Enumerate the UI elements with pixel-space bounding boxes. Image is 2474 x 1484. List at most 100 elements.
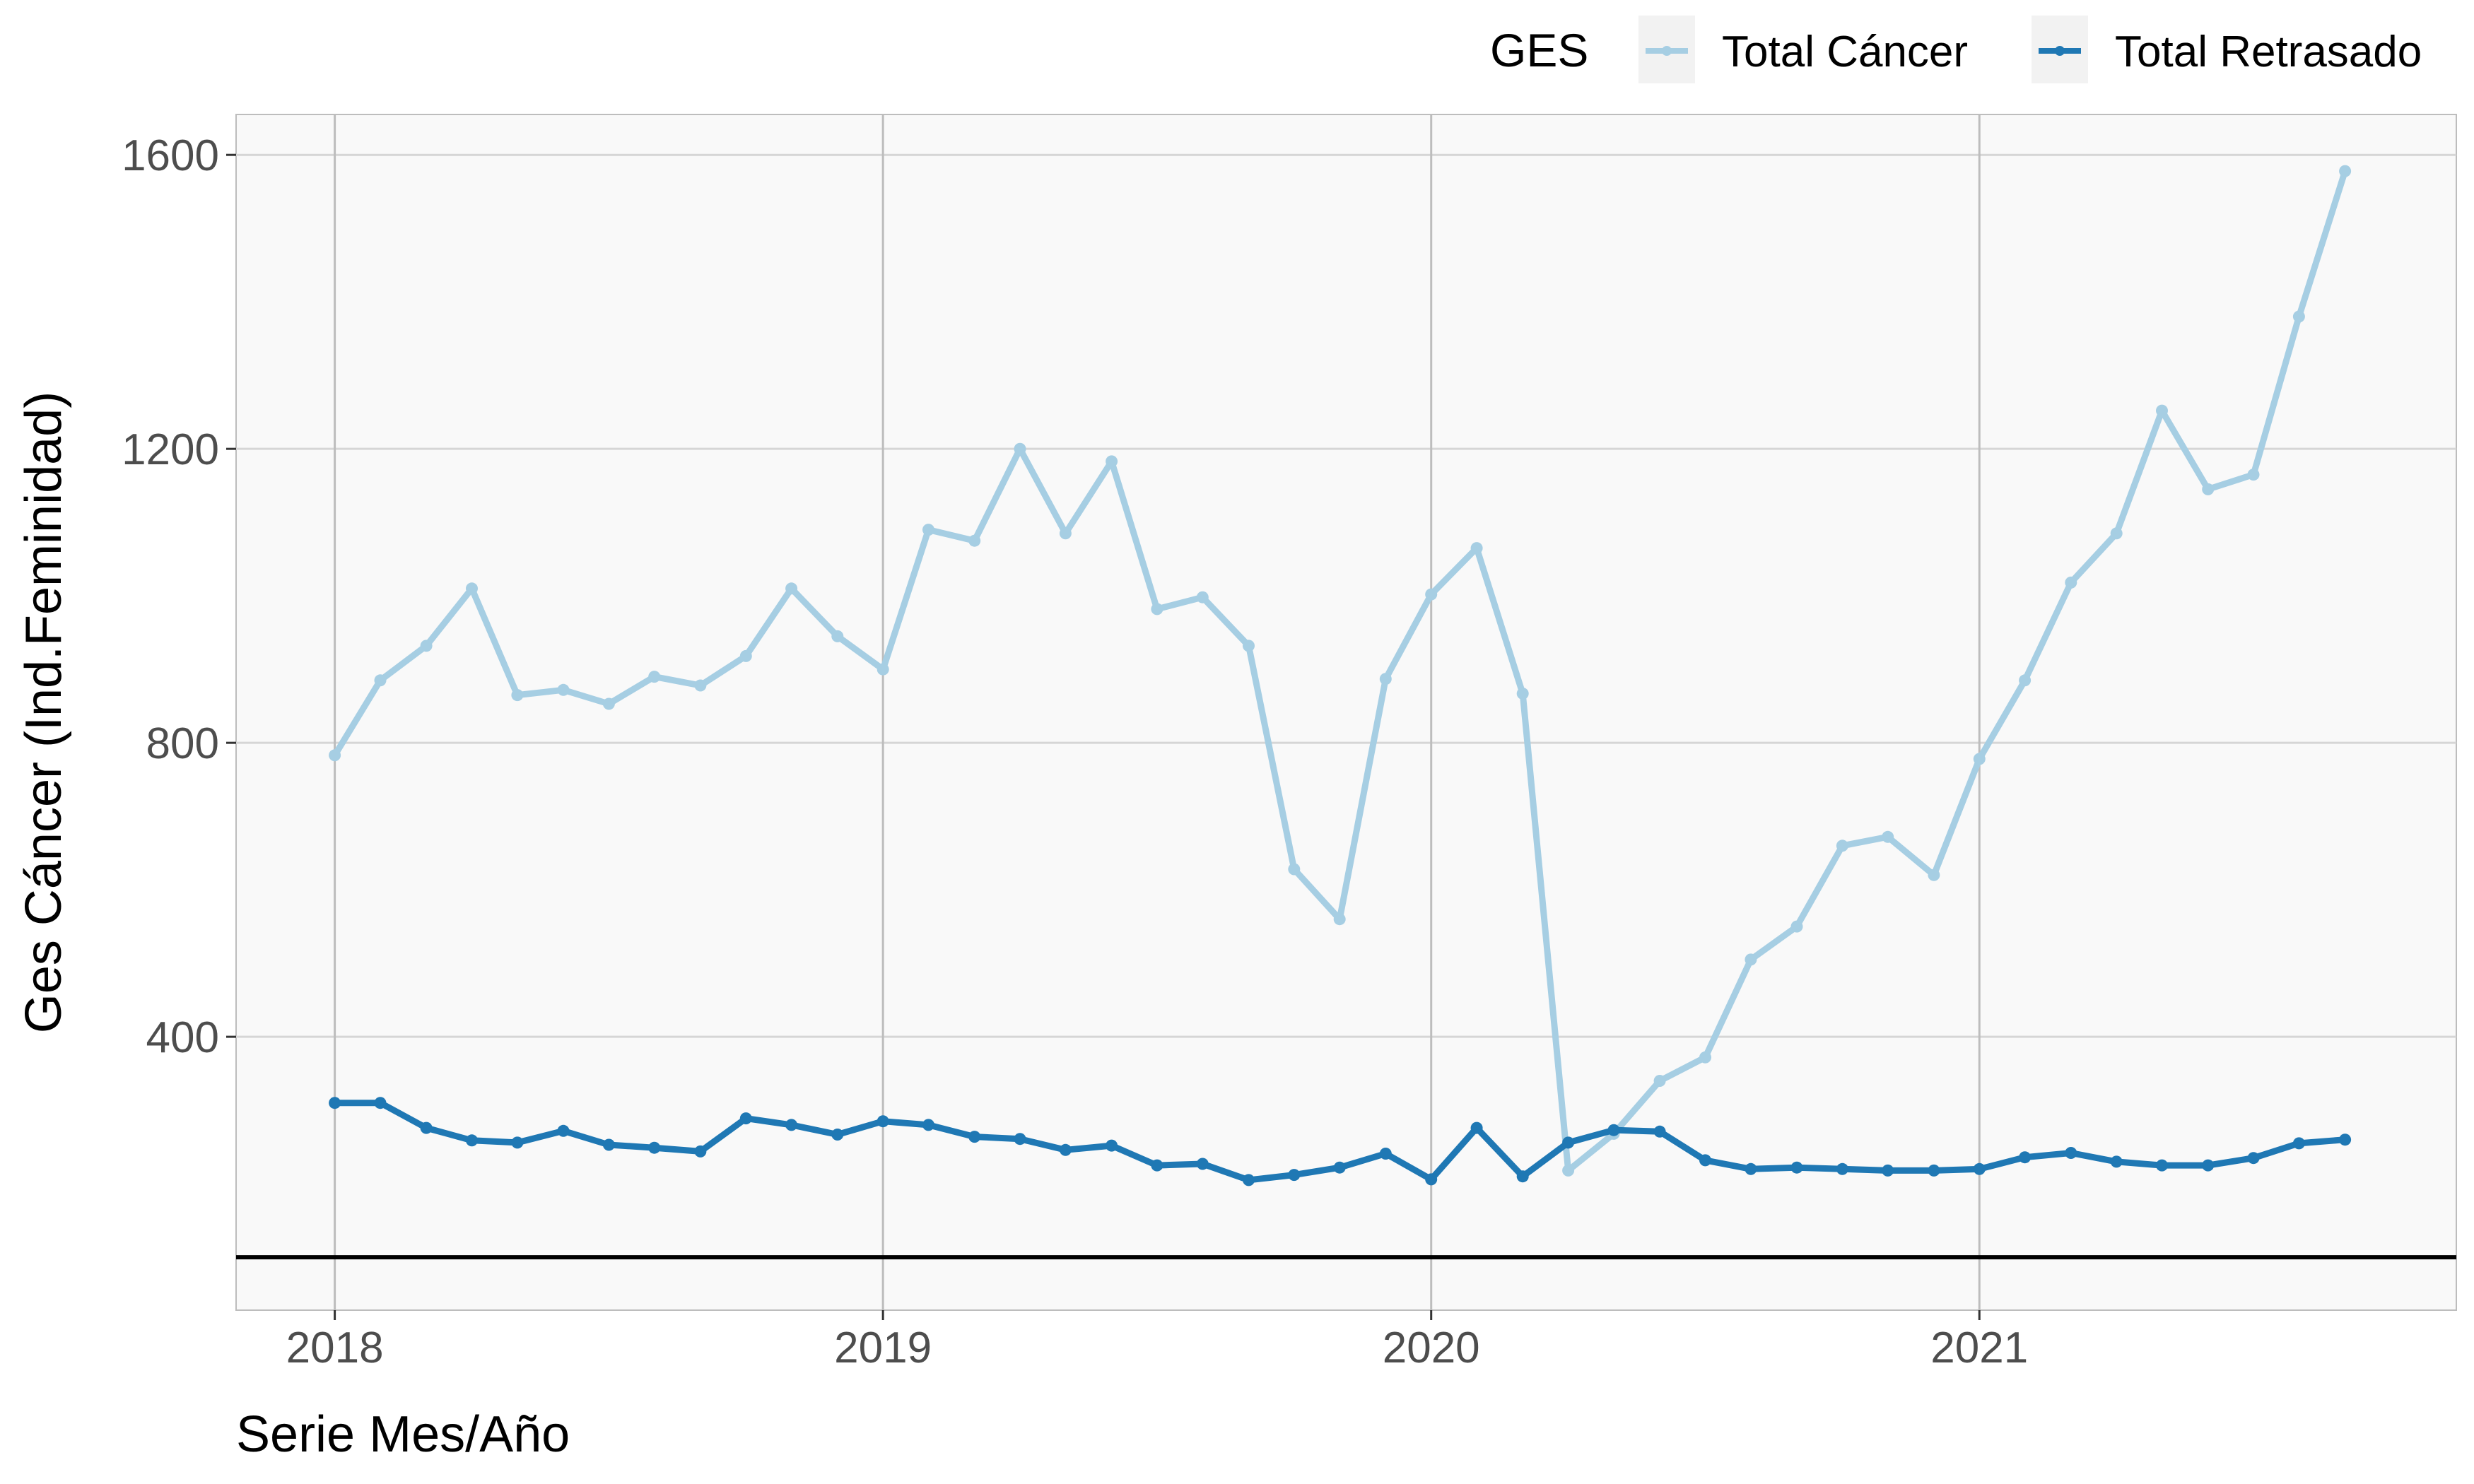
data-point: [1607, 1124, 1620, 1136]
data-point: [1288, 863, 1301, 876]
data-point: [739, 1112, 752, 1125]
data-point: [2019, 674, 2032, 687]
data-point: [1196, 591, 1209, 603]
series-total-retrasado: [329, 1097, 2352, 1186]
data-point: [2339, 165, 2352, 177]
legend-item-total-cancer: Total Cáncer: [1638, 16, 1968, 83]
legend-title: GES: [1490, 24, 1588, 76]
data-point: [648, 1141, 661, 1154]
data-point: [2110, 527, 2123, 540]
data-point: [1243, 1174, 1255, 1186]
data-point: [648, 671, 661, 683]
data-point: [1699, 1154, 1711, 1167]
data-point: [1243, 640, 1255, 652]
series-layer: [329, 165, 2352, 1186]
y-gridlines: [236, 153, 2456, 1038]
data-point: [1059, 1143, 1072, 1156]
data-point: [1653, 1075, 1666, 1087]
x-axis-ticks: 2018 2019 2020 2021: [286, 1310, 2028, 1372]
data-point: [1562, 1136, 1575, 1149]
data-point: [2156, 1159, 2168, 1172]
data-point: [877, 663, 889, 676]
x-tick-label: 2021: [1930, 1324, 2028, 1372]
x-tick-label: 2018: [286, 1324, 384, 1372]
data-point: [1106, 455, 1118, 468]
data-point: [1836, 840, 1848, 852]
data-point: [1470, 542, 1483, 555]
data-point: [831, 1129, 844, 1141]
data-point: [602, 1138, 615, 1151]
data-point: [2156, 404, 2168, 417]
data-point: [785, 582, 798, 595]
data-point: [2292, 310, 2305, 323]
data-point: [2202, 483, 2215, 495]
data-point: [2065, 1147, 2077, 1159]
data-point: [2202, 1159, 2215, 1172]
data-point: [1790, 1161, 1803, 1174]
data-point: [511, 1136, 524, 1149]
data-point: [420, 1121, 433, 1134]
data-point: [2247, 1152, 2260, 1165]
data-point: [1379, 673, 1392, 685]
data-point: [1425, 588, 1438, 601]
y-tick-label: 1600: [122, 131, 219, 180]
data-point: [2110, 1155, 2123, 1168]
legend-key-point: [1662, 46, 1672, 56]
data-point: [1106, 1139, 1118, 1152]
data-point: [2292, 1137, 2305, 1150]
x-tick-label: 2019: [834, 1324, 932, 1372]
data-point: [1790, 920, 1803, 933]
data-point: [1882, 1164, 1894, 1177]
legend: GES Total Cáncer Total Retrasado: [1490, 16, 2422, 83]
data-point: [1562, 1164, 1575, 1177]
data-point: [1470, 1121, 1483, 1134]
data-point: [1928, 868, 1940, 881]
data-point: [831, 630, 844, 642]
data-point: [694, 679, 707, 692]
data-point: [557, 1124, 570, 1137]
data-point: [922, 1119, 934, 1131]
data-point: [968, 1131, 981, 1143]
legend-item-total-retrasado: Total Retrasado: [2032, 16, 2422, 83]
legend-label: Total Cáncer: [1722, 28, 1968, 76]
y-axis-ticks: 400 800 1200 1600: [122, 131, 236, 1062]
data-point: [1151, 603, 1163, 616]
data-point: [1014, 1133, 1026, 1146]
y-tick-label: 1200: [122, 425, 219, 474]
data-point: [329, 749, 341, 762]
data-point: [968, 534, 981, 547]
data-point: [1333, 1161, 1346, 1174]
legend-key-point: [2055, 46, 2065, 56]
data-point: [877, 1115, 889, 1128]
data-point: [1745, 953, 1757, 966]
data-point: [602, 697, 615, 710]
data-point: [1333, 913, 1346, 926]
data-point: [1516, 1170, 1529, 1183]
x-tick-label: 2020: [1383, 1324, 1480, 1372]
data-point: [1151, 1159, 1163, 1172]
data-point: [922, 524, 934, 536]
data-point: [1836, 1162, 1848, 1175]
x-axis-title: Serie Mes/Año: [236, 1406, 570, 1463]
data-point: [2065, 576, 2077, 589]
y-axis-title: Ges Cáncer (Ind.Feminidad): [16, 391, 72, 1033]
y-tick-label: 400: [146, 1013, 219, 1062]
data-point: [2019, 1151, 2032, 1164]
data-point: [1516, 688, 1529, 700]
series-total-cancer: [329, 165, 2352, 1177]
data-point: [739, 649, 752, 662]
data-point: [466, 1134, 478, 1147]
data-point: [329, 1097, 341, 1109]
plot-panel: [235, 114, 2457, 1311]
data-point: [1059, 527, 1072, 540]
data-point: [420, 640, 433, 652]
data-point: [1425, 1173, 1438, 1186]
data-point: [1745, 1162, 1757, 1175]
data-point: [694, 1145, 707, 1158]
data-point: [1014, 442, 1026, 455]
data-point: [1882, 830, 1894, 843]
data-point: [785, 1119, 798, 1131]
data-point: [1379, 1148, 1392, 1160]
data-point: [1973, 753, 1986, 765]
data-point: [1973, 1162, 1986, 1175]
